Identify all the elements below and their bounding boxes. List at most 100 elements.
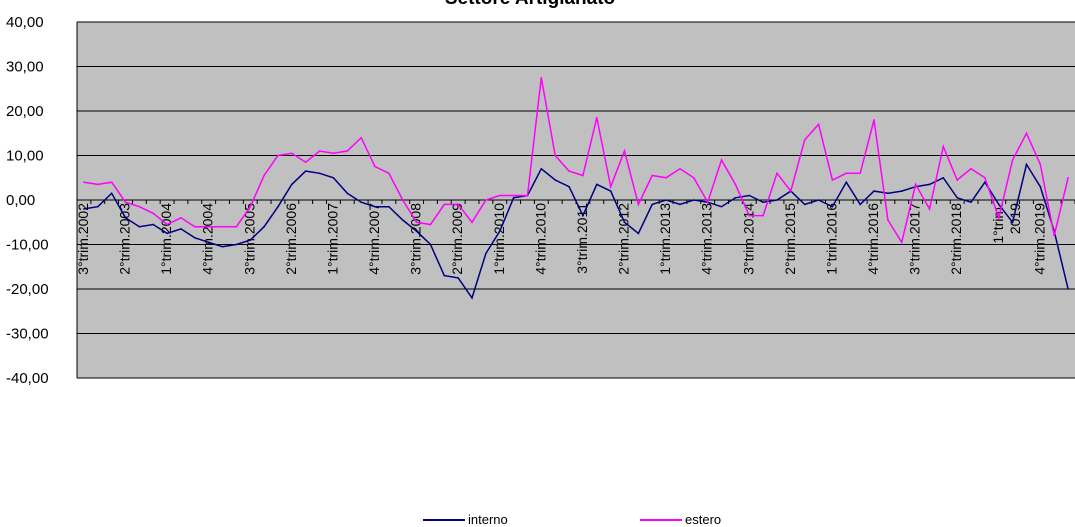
data-point <box>512 196 515 199</box>
data-point <box>845 172 848 175</box>
x-tick-label: 4°trim.2013 <box>699 203 715 275</box>
data-point <box>485 252 487 255</box>
data-point <box>194 225 196 228</box>
data-point <box>997 217 1000 219</box>
data-point <box>277 154 279 157</box>
data-point <box>651 203 654 206</box>
data-point <box>249 205 252 208</box>
y-tick-label: 20,00 <box>6 103 44 120</box>
x-tick-label: 3°trim.2017 <box>907 203 923 275</box>
data-point <box>540 168 543 170</box>
y-tick-label: 0,00 <box>6 192 35 209</box>
data-point <box>401 219 404 221</box>
data-point <box>401 199 404 201</box>
x-tick-label: 1°trim.2004 <box>158 203 174 275</box>
x-tick-label: 3°trim.2014 <box>740 203 756 275</box>
data-point <box>1011 159 1014 161</box>
x-tick-label: 2°trim.2012 <box>616 203 632 275</box>
data-point <box>984 181 986 183</box>
data-point <box>762 201 764 204</box>
data-point <box>665 199 667 201</box>
data-point <box>582 214 584 217</box>
data-point <box>540 76 543 79</box>
data-point <box>96 183 99 186</box>
data-point <box>318 150 321 152</box>
x-tick-label: 1°trim. <box>990 203 1006 244</box>
data-point <box>942 176 945 179</box>
data-point <box>637 232 640 235</box>
x-tick-label: 1°trim.2013 <box>657 203 673 275</box>
data-point <box>332 176 335 179</box>
data-point <box>291 152 293 155</box>
data-point <box>1011 221 1014 224</box>
data-point <box>568 185 570 188</box>
data-point <box>748 214 751 217</box>
data-point <box>207 241 210 244</box>
data-point <box>623 150 626 152</box>
data-point <box>415 230 418 232</box>
data-point <box>1053 234 1056 237</box>
data-point <box>96 205 99 208</box>
data-point <box>665 176 667 179</box>
gridlines <box>77 21 1075 379</box>
data-point <box>124 217 127 219</box>
data-point <box>304 161 307 163</box>
data-point <box>180 217 182 219</box>
data-point <box>166 232 168 235</box>
data-point <box>374 205 376 208</box>
x-tick-label: 3°trim.2008 <box>408 203 424 275</box>
data-point <box>887 192 889 195</box>
data-point <box>1039 163 1042 166</box>
y-tick-label: 40,00 <box>6 14 44 31</box>
legend-label: estero <box>685 512 721 527</box>
series-line-interno <box>83 162 1069 300</box>
data-point <box>1067 288 1069 290</box>
data-point <box>817 123 820 126</box>
data-point <box>956 196 958 199</box>
data-point <box>637 203 640 206</box>
data-point <box>83 208 85 210</box>
data-point <box>984 176 986 179</box>
x-tick-label: 4°trim.2019 <box>1031 203 1047 275</box>
data-point <box>332 152 335 155</box>
data-point <box>817 199 820 201</box>
data-point <box>720 159 723 161</box>
x-tick-label: 4°trim.2010 <box>532 203 548 275</box>
data-point <box>471 297 473 299</box>
data-point <box>124 201 127 204</box>
data-point <box>679 203 681 206</box>
data-point <box>831 205 834 208</box>
data-point <box>748 194 751 197</box>
data-point <box>873 119 875 121</box>
x-tick-label: 4°trim.2004 <box>200 203 216 275</box>
data-point <box>831 179 834 181</box>
data-point <box>859 172 861 175</box>
data-point <box>679 168 681 170</box>
x-tick-label: 2°trim.2006 <box>283 203 299 275</box>
data-point <box>887 219 889 221</box>
data-point <box>291 183 293 186</box>
data-point <box>997 203 1000 206</box>
data-point <box>263 225 265 228</box>
data-point <box>235 243 238 246</box>
y-tick-label: -20,00 <box>6 281 49 298</box>
data-point <box>900 190 903 192</box>
y-tick-label: -40,00 <box>6 370 49 387</box>
data-point <box>235 225 238 228</box>
data-point <box>693 176 695 179</box>
data-point <box>776 172 778 175</box>
data-point <box>388 205 390 208</box>
data-point <box>498 230 501 232</box>
data-point <box>554 179 557 181</box>
data-point <box>734 196 737 199</box>
data-point <box>110 181 113 183</box>
y-axis: 40,00 30,00 20,00 10,00 0,00 -10,00 -20,00 -30,… <box>6 14 78 387</box>
data-point <box>263 174 265 177</box>
x-tick-label: 2°trim.2003 <box>117 203 133 275</box>
data-point <box>443 203 446 206</box>
data-point <box>207 225 210 228</box>
x-tick-label: 2°trim.2018 <box>948 203 964 275</box>
x-tick-label: 3°trim.2005 <box>241 203 257 275</box>
data-point <box>942 145 945 148</box>
